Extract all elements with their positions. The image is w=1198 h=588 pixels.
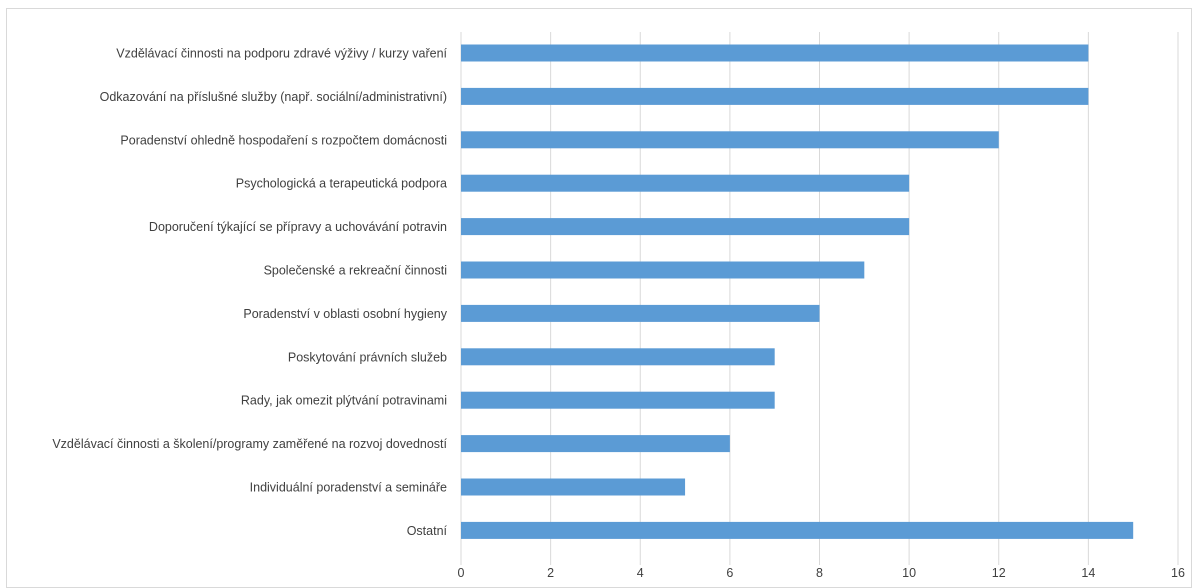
category-label: Rady, jak omezit plýtvání potravinami xyxy=(241,394,447,408)
x-tick-label: 4 xyxy=(637,566,644,580)
x-tick-label: 0 xyxy=(458,566,465,580)
category-label: Poradenství ohledně hospodaření s rozpoč… xyxy=(120,133,447,147)
category-label: Doporučení týkající se přípravy a uchová… xyxy=(149,220,447,234)
bar xyxy=(461,218,910,236)
category-label: Vzdělávací činnosti a školení/programy z… xyxy=(52,437,447,451)
x-tick-label: 8 xyxy=(816,566,823,580)
category-label: Odkazování na příslušné služby (např. so… xyxy=(100,90,447,104)
bar xyxy=(461,87,1089,105)
bar xyxy=(461,174,910,192)
bar xyxy=(461,304,820,322)
bar xyxy=(461,521,1134,539)
category-label: Individuální poradenství a semináře xyxy=(250,481,447,495)
bar xyxy=(461,44,1089,62)
x-tick-label: 10 xyxy=(902,566,916,580)
x-tick-label: 14 xyxy=(1081,566,1095,580)
x-tick-label: 12 xyxy=(992,566,1006,580)
bar xyxy=(461,348,775,366)
bar xyxy=(461,261,865,279)
category-label: Společenské a rekreační činnosti xyxy=(264,264,447,278)
category-label: Psychologická a terapeutická podpora xyxy=(236,177,447,191)
category-label: Poskytování právních služeb xyxy=(288,350,447,364)
bar xyxy=(461,391,775,409)
x-tick-label: 16 xyxy=(1171,566,1185,580)
x-tick-label: 6 xyxy=(726,566,733,580)
bar xyxy=(461,435,730,453)
category-label: Poradenství v oblasti osobní hygieny xyxy=(243,307,447,321)
category-label: Ostatní xyxy=(407,524,448,538)
bar xyxy=(461,131,999,149)
category-label: Vzdělávací činnosti na podporu zdravé vý… xyxy=(116,47,447,61)
bar xyxy=(461,478,686,496)
x-tick-label: 2 xyxy=(547,566,554,580)
